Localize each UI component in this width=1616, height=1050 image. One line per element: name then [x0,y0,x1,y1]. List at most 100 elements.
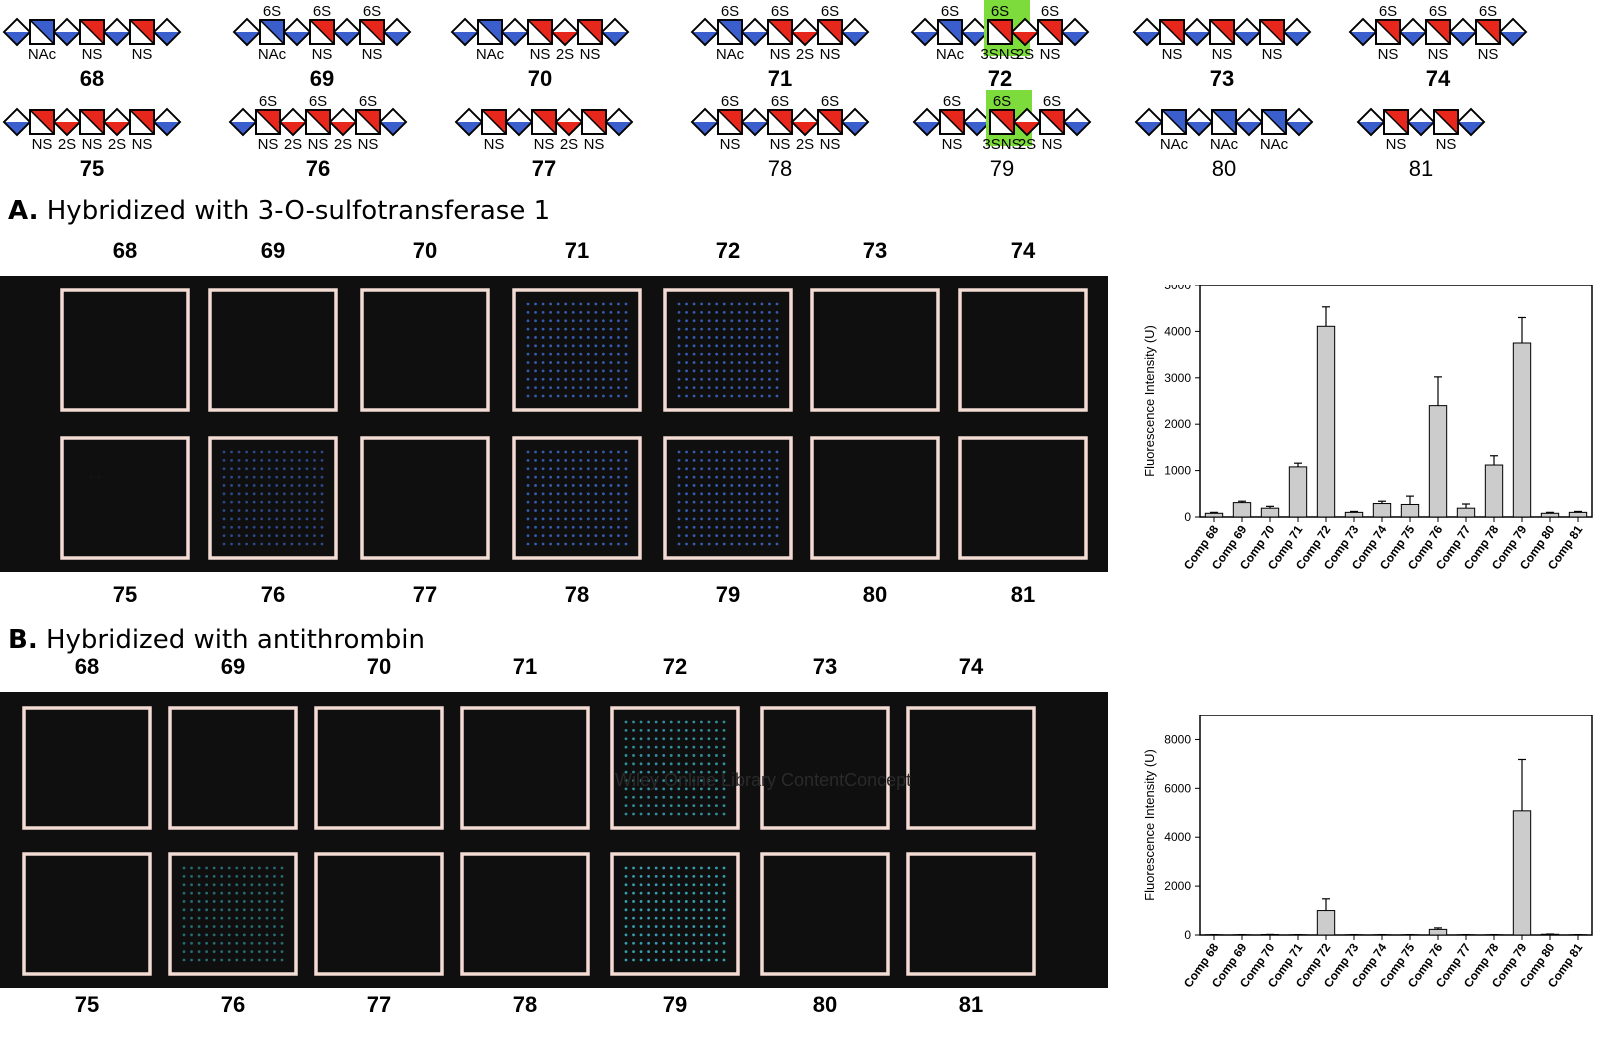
array-spot [290,509,294,512]
array-spot [564,475,568,479]
array-spot [571,542,575,546]
panel-a-heading: A. Hybridized with 3-O-sulfotransferase … [8,196,550,226]
array-spot [549,386,553,390]
residue-label: NAc [28,46,57,63]
array-spot [677,908,681,912]
array-spot [715,310,719,314]
array-spot [541,386,545,390]
array-spot [684,770,688,774]
array-spot [534,492,537,496]
array-spot [624,883,628,887]
array-spot [699,804,703,808]
array-spot [715,475,719,479]
array-spot [212,900,216,903]
array-spot [541,344,545,348]
array-spot [692,866,696,870]
array-spot [556,517,560,521]
array-spot [707,950,711,954]
uronic-acid-outline [1282,17,1312,47]
array-spot [526,517,530,521]
array-spot [549,344,553,348]
array-spot [212,883,216,887]
array-spot [647,908,651,912]
array-spot [654,916,658,920]
array-spot [257,874,261,878]
watermark: Wiley Online Library ContentConcept [615,770,911,790]
array-spot [654,908,658,912]
array-spot [526,458,530,462]
array-spot [707,737,711,741]
array-spot [526,344,530,348]
residue-label: NAc [936,46,965,63]
array-spot [624,302,628,306]
compound-number: 75 [80,156,104,181]
array-spot [237,542,241,546]
array-spot [245,484,249,487]
array-spot [715,386,719,390]
array-spot [624,509,628,512]
array-spot [768,458,771,462]
array-spot [677,336,681,339]
array-spot [617,310,620,314]
array-spot [715,509,719,512]
uronic-acid-fill [54,32,80,45]
array-spot [273,900,276,903]
array-well [958,288,1088,412]
array-spot [564,525,568,529]
array-spot [257,925,261,928]
array-spot [768,534,771,538]
uronic-acid-fill [502,32,528,45]
array-spot [182,916,186,920]
array-spot [647,754,651,757]
uronic-acid-fill [4,32,30,45]
array-spot [624,352,628,356]
array-spot [549,542,553,546]
array-spot [700,369,704,373]
array-spot [677,386,681,390]
array-spot [730,534,734,538]
array-spot [692,344,696,348]
array-spot [647,874,651,878]
array-spot [760,319,764,323]
array-spot [617,327,620,331]
uronic-acid-outline [152,17,182,47]
array-spot [222,484,226,487]
array-spot [237,534,241,538]
array-spot [647,728,651,732]
array-spot [715,327,719,331]
array-spot [594,458,598,462]
array-spot [707,327,711,331]
array-spot [684,900,688,903]
array-spot [237,509,241,512]
residue-label: 3SNS [980,46,1019,63]
array-spot [624,720,628,724]
array-spot [534,500,537,504]
array-spot [526,352,530,356]
array-spot [242,883,246,887]
array-spot [722,908,726,912]
array-spot [699,891,703,895]
array-spot [549,369,553,373]
array-spot [273,941,276,945]
array-spot [692,369,696,373]
array-spot [541,525,545,529]
y-tick-label: 6000 [1164,781,1191,795]
array-spot [579,517,583,521]
array-spot [654,737,658,741]
array-spot [526,492,530,496]
array-spot [601,344,605,348]
array-spot [182,883,186,887]
array-spot [715,941,718,945]
array-spot [305,467,309,471]
array-spot [685,525,688,529]
uronic-acid-fill [506,122,532,135]
array-spot [624,950,628,954]
glucosamine-divider [1039,109,1065,135]
array-spot [632,762,635,766]
array-spot [534,352,537,356]
array-spot [220,950,224,954]
array-spot [282,517,286,521]
array-spot [601,525,605,529]
array-spot [212,950,216,954]
